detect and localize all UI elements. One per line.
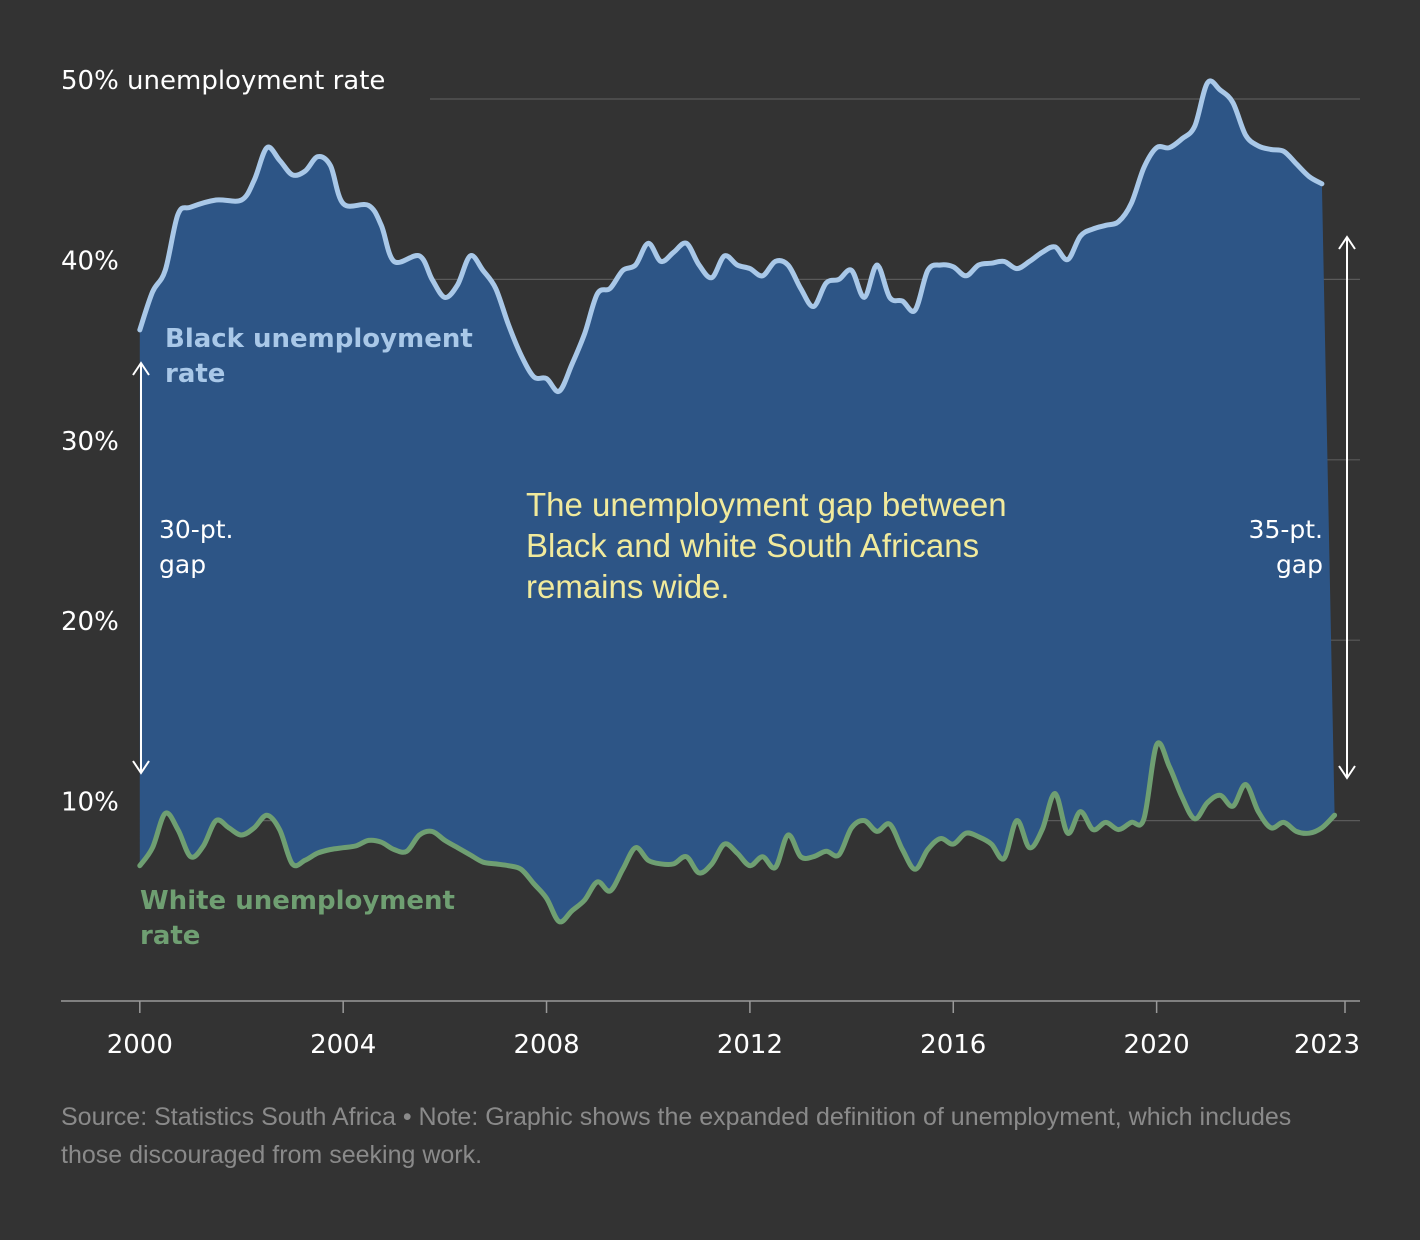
x-axis: 2000 2004 2008 2012 2016 2020 2023 xyxy=(61,1000,1360,1060)
series-label-black: Black unemployment xyxy=(165,324,473,354)
x-tick-label: 2016 xyxy=(920,1030,986,1060)
gap-arrows: 30-pt. gap 35-pt. gap xyxy=(132,235,1356,780)
x-tick-label: 2020 xyxy=(1124,1030,1190,1060)
gap-arrow xyxy=(132,361,150,775)
gap-label-end: 35-pt. xyxy=(1249,515,1323,544)
series-label-black: rate xyxy=(165,359,225,389)
x-tick-label: 2023 xyxy=(1294,1030,1360,1060)
y-tick-label: 20% xyxy=(61,607,119,637)
series-line-black-unemployment xyxy=(137,78,1325,394)
x-tick-label: 2012 xyxy=(717,1030,783,1060)
series-line-white-unemployment xyxy=(137,740,1338,925)
x-tick-label: 2000 xyxy=(107,1030,173,1060)
headline-line: The unemployment gap between xyxy=(526,486,1007,523)
headline-annotation: The unemployment gap between Black and wh… xyxy=(526,486,1007,605)
x-tick-label: 2004 xyxy=(310,1030,376,1060)
gap-label-end: gap xyxy=(1276,550,1323,579)
series-label-white: White unemployment xyxy=(140,886,455,916)
headline-line: Black and white South Africans xyxy=(526,527,979,564)
series-label-white: rate xyxy=(140,921,200,951)
gap-label-start: gap xyxy=(159,550,206,579)
footnote: Source: Statistics South Africa • Note: … xyxy=(61,1103,1292,1169)
y-tick-label: 50% unemployment rate xyxy=(61,66,385,96)
y-tick-label: 30% xyxy=(61,427,119,457)
x-tick-label: 2008 xyxy=(513,1030,579,1060)
gap-label-start: 30-pt. xyxy=(159,515,233,544)
headline-line: remains wide. xyxy=(526,568,730,605)
y-tick-label: 40% xyxy=(61,246,119,276)
series-labels: Black unemployment rate White unemployment… xyxy=(140,324,473,951)
y-tick-label: 10% xyxy=(61,788,119,818)
y-axis-tick-labels: 50% unemployment rate 40% 30% 20% 10% xyxy=(61,66,385,818)
gap-arrow xyxy=(1338,235,1356,780)
